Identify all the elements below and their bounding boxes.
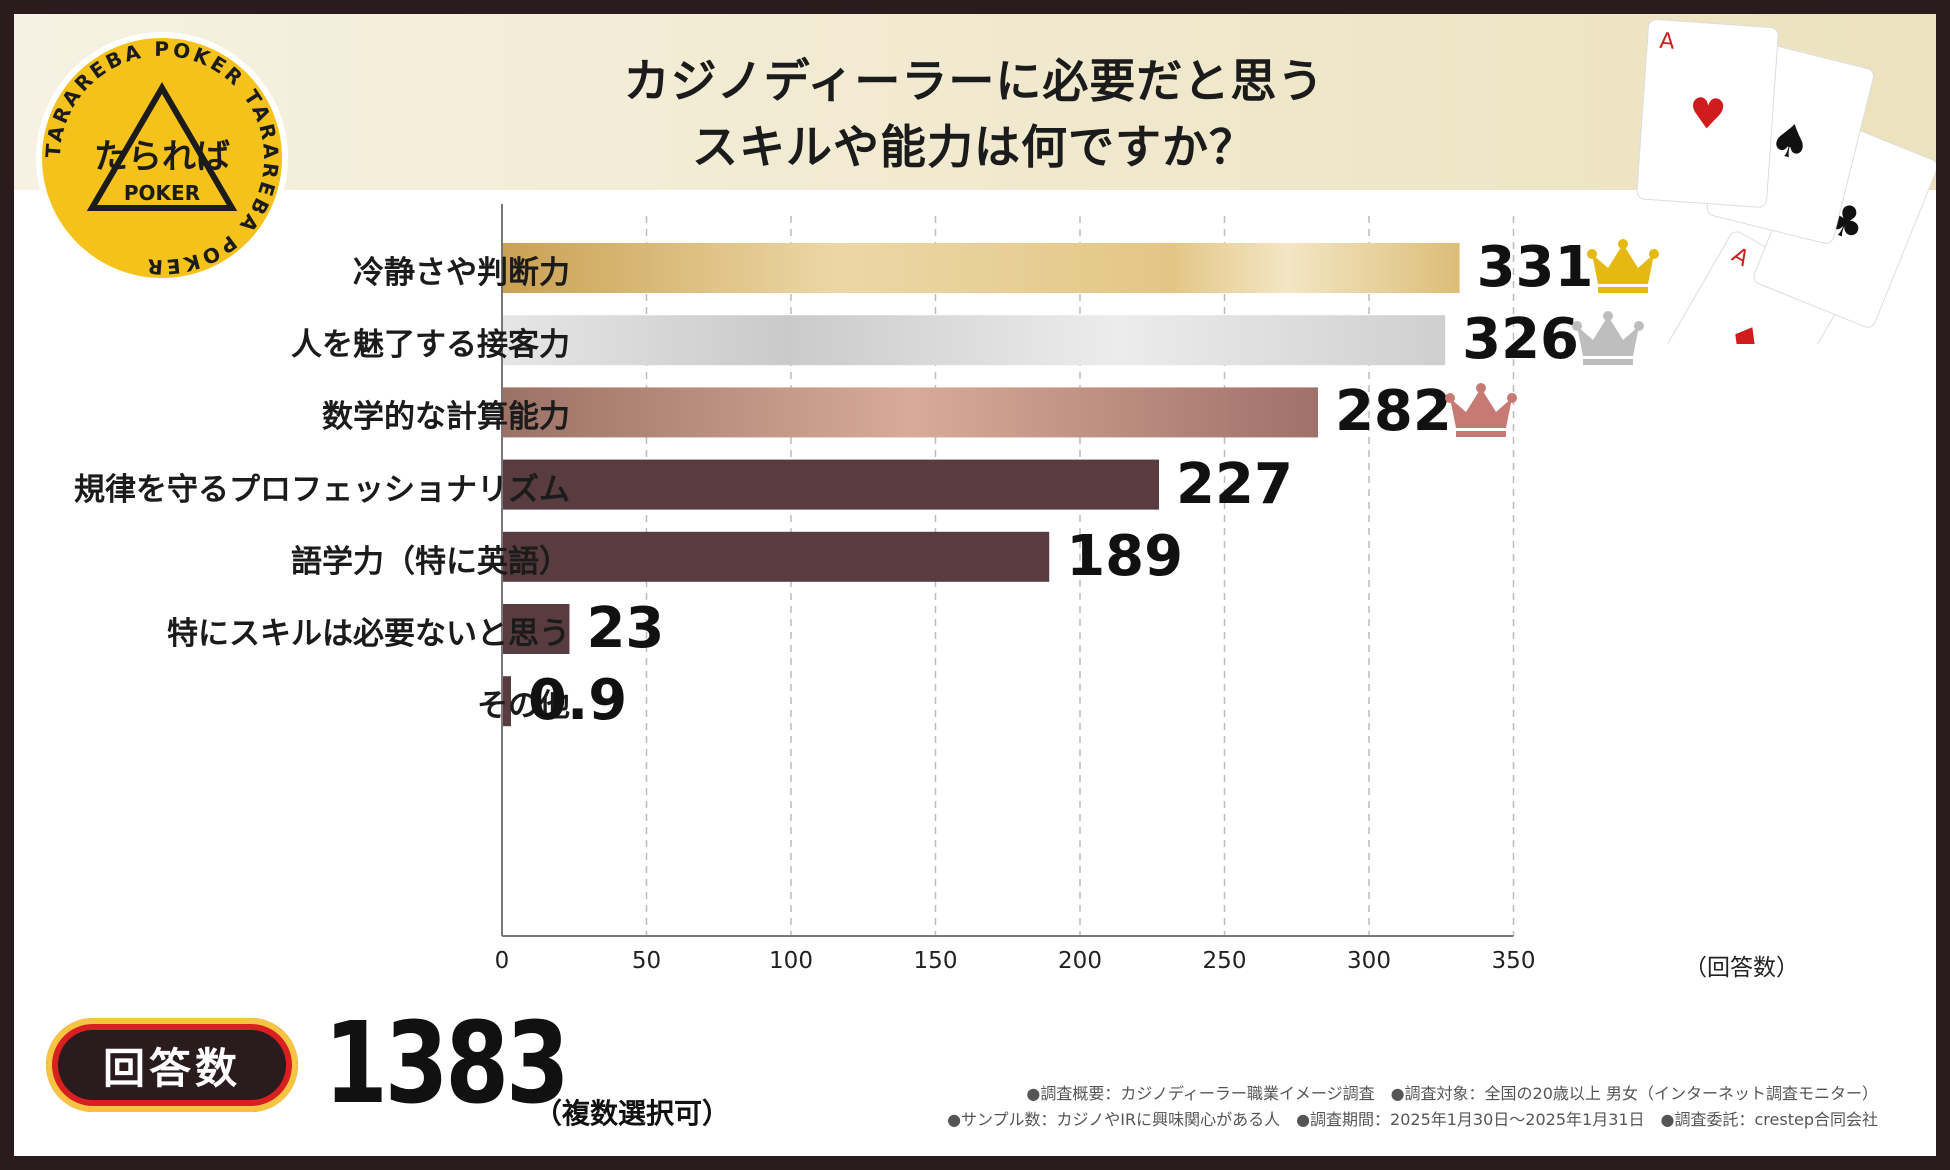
bar-5 bbox=[503, 531, 1050, 582]
x-tick-label-200: 200 bbox=[1058, 948, 1102, 974]
category-label-6: 特にスキルは必要ないと思う bbox=[167, 616, 570, 652]
footnote-line-2: ●サンプル数：カジノやIRに興味関心がある人 ●調査期間：2025年1月30日～… bbox=[947, 1110, 1878, 1129]
infographic-frame: カジノディーラーに必要だと思う スキルや能力は何ですか？ TARAREBA PO… bbox=[14, 14, 1936, 1156]
svg-text:♥: ♥ bbox=[1687, 88, 1728, 140]
value-label-5: 189 bbox=[1066, 523, 1184, 589]
bar-3 bbox=[503, 387, 1318, 438]
crown-icon-rank-3 bbox=[1444, 383, 1517, 438]
x-tick-label-250: 250 bbox=[1202, 948, 1247, 974]
x-tick-label-350: 350 bbox=[1491, 948, 1536, 974]
response-count-badge-label: 回答数 bbox=[58, 1030, 286, 1100]
card-ace-of-hearts: A ♥ bbox=[1636, 19, 1779, 208]
svg-text:A: A bbox=[1659, 29, 1676, 55]
bars bbox=[503, 243, 1460, 727]
value-label-7: 0.9 bbox=[528, 668, 628, 734]
tarareba-poker-logo: TARAREBA POKER TARAREBA POKER たられば POKER bbox=[36, 32, 288, 284]
logo-sub-text: POKER bbox=[124, 181, 200, 205]
category-label-4: 規律を守るプロフェッショナリズム bbox=[74, 471, 570, 508]
bar-chart bbox=[501, 204, 1515, 937]
value-label-4: 227 bbox=[1176, 451, 1293, 517]
category-label-3: 数学的な計算能力 bbox=[322, 399, 570, 436]
bar-6 bbox=[503, 604, 570, 654]
x-tick-label-150: 150 bbox=[913, 948, 958, 974]
footnote-line-1: ●調査概要：カジノディーラー職業イメージ調査 ●調査対象：全国の20歳以上 男女… bbox=[1026, 1084, 1878, 1103]
x-tick-label-100: 100 bbox=[769, 948, 813, 974]
x-axis-unit-label: （回答数） bbox=[1684, 955, 1799, 981]
crown-icon-rank-1 bbox=[1586, 239, 1659, 293]
total-responses: 1383 bbox=[324, 999, 570, 1129]
x-tick-label-0: 0 bbox=[494, 948, 510, 974]
x-tick-label-300: 300 bbox=[1347, 948, 1391, 974]
crown-icon-rank-2 bbox=[1572, 311, 1645, 366]
value-label-3: 282 bbox=[1334, 379, 1452, 445]
bar-4 bbox=[503, 459, 1160, 510]
response-count-badge: 回答数 bbox=[46, 1018, 298, 1112]
category-label-1: 冷静さや判断力 bbox=[353, 255, 570, 291]
value-label-2: 326 bbox=[1462, 307, 1580, 373]
bar-1 bbox=[503, 243, 1460, 293]
bar-7 bbox=[503, 676, 511, 727]
category-label-5: 語学力（特に英語） bbox=[291, 543, 570, 580]
bar-2 bbox=[503, 315, 1446, 366]
value-label-6: 23 bbox=[586, 596, 665, 661]
category-label-2: 人を魅了する接客力 bbox=[291, 327, 570, 364]
title-line-2: スキルや能力は何ですか？ bbox=[692, 120, 1256, 174]
category-label-7: その他 bbox=[477, 688, 570, 725]
axes bbox=[501, 204, 1514, 937]
total-responses-note: （複数選択可） bbox=[534, 1097, 731, 1130]
title-line-1: カジノディーラーに必要だと思う bbox=[623, 54, 1325, 108]
logo-main-text: たられば bbox=[94, 137, 230, 177]
x-tick-label-50: 50 bbox=[631, 948, 662, 974]
playing-cards-decoration: A ♦ A ♣ A ♠ A ♥ bbox=[1636, 19, 1936, 344]
value-label-1: 331 bbox=[1476, 235, 1594, 300]
chart-title: カジノディーラーに必要だと思う スキルや能力は何ですか？ bbox=[514, 48, 1434, 180]
header-band bbox=[14, 14, 1936, 190]
